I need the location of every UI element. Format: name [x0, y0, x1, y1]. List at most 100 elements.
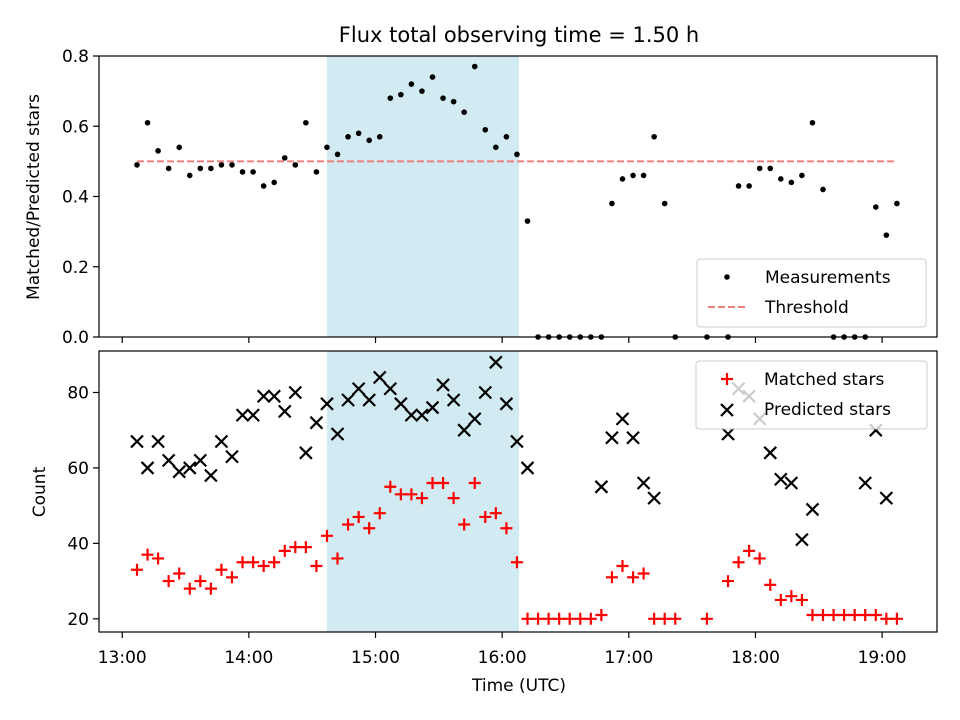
measurement-point: [872, 204, 879, 210]
matched-star-point: [553, 612, 566, 625]
measurement-point: [165, 165, 172, 172]
predicted-star-point: [615, 412, 630, 426]
predicted-star-point: [784, 476, 799, 490]
matched-star-point: [384, 480, 397, 493]
measurement-point: [746, 183, 752, 189]
measurement-point: [408, 81, 415, 87]
y-tick-label: 40: [67, 534, 89, 554]
top-axes-frame: [98, 55, 938, 338]
measurement-point: [176, 144, 183, 151]
predicted-star-point: [172, 464, 186, 479]
chart-title: Flux total observing time = 1.50 h: [339, 23, 699, 47]
predicted-star-point: [594, 480, 609, 494]
measurement-point: [503, 133, 510, 140]
matched-star-point: [141, 548, 154, 561]
matched-star-point: [173, 567, 186, 580]
predicted-star-point: [510, 434, 524, 449]
predicted-star-point: [478, 385, 493, 400]
matched-star-point: [806, 609, 819, 622]
matched-star-point: [268, 556, 281, 569]
predicted-star-point: [182, 461, 197, 475]
top-x-ticks: [121, 337, 883, 343]
predicted-star-point: [721, 427, 735, 441]
predicted-star-point: [309, 415, 324, 430]
y-tick-label: 0.2: [62, 258, 89, 278]
predicted-star-point: [489, 355, 503, 370]
predicted-star-point: [795, 532, 809, 547]
x-tick-label: 13:00: [98, 648, 147, 668]
legend-measurements-marker: [724, 274, 730, 280]
predicted-star-point: [193, 453, 208, 468]
matched-star-point: [795, 593, 808, 606]
measurement-point: [134, 162, 140, 168]
predicted-star-point: [372, 370, 387, 385]
matched-star-point: [415, 492, 428, 505]
measurement-point: [334, 151, 341, 158]
matched-star-point: [468, 477, 481, 490]
predicted-star-point: [467, 412, 482, 426]
y-tick-label: 0.6: [62, 117, 89, 137]
measurement-point: [883, 232, 890, 238]
matched-star-point: [563, 612, 576, 625]
matched-star-point: [152, 552, 165, 565]
matched-star-point: [574, 612, 587, 625]
matched-star-point: [352, 510, 365, 523]
predicted-star-point: [647, 491, 661, 505]
matched-star-point: [785, 590, 798, 603]
measurement-point: [313, 169, 320, 175]
predicted-star-point: [214, 434, 229, 449]
x-tick-label: 19:00: [858, 648, 907, 668]
matched-star-point: [859, 609, 872, 622]
x-tick-label: 15:00: [351, 648, 400, 668]
predicted-star-point: [774, 472, 788, 487]
measurement-point: [788, 179, 795, 186]
predicted-star-point: [288, 385, 303, 400]
measurement-point: [640, 172, 647, 179]
matched-star-point: [732, 556, 745, 569]
x-tick-label: 14:00: [224, 648, 273, 668]
matched-star-point: [880, 612, 893, 625]
top-marks: [134, 63, 900, 340]
measurement-point: [661, 200, 668, 207]
matched-star-point: [194, 575, 207, 588]
matched-star-point: [405, 488, 418, 501]
predicted-star-point: [341, 393, 355, 407]
y-tick-label: 0.0: [62, 328, 89, 348]
predicted-star-point: [267, 389, 281, 404]
matched-star-point: [753, 552, 766, 565]
matched-star-point: [278, 544, 291, 557]
matched-star-point: [700, 612, 713, 625]
measurement-point: [155, 148, 161, 154]
measurement-point: [514, 151, 520, 158]
matched-star-point: [648, 612, 661, 625]
predicted-star-point: [404, 408, 419, 422]
top-legend: Measurements Threshold: [696, 258, 927, 328]
measurement-point: [376, 133, 383, 140]
matched-star-point: [743, 544, 756, 557]
predicted-star-point: [225, 449, 239, 464]
predicted-star-point: [436, 378, 450, 392]
predicted-star-point: [130, 434, 144, 449]
measurement-point: [398, 91, 404, 98]
measurement-point: [144, 119, 151, 126]
matched-star-point: [236, 556, 249, 569]
predicted-star-point: [425, 400, 440, 415]
matched-star-point: [130, 563, 143, 576]
measurement-point: [820, 186, 826, 193]
matched-star-point: [532, 612, 545, 625]
bottom-legend-box: [695, 360, 928, 430]
measurement-point: [735, 183, 742, 189]
measurement-point: [345, 133, 351, 140]
predicted-star-point: [362, 393, 376, 407]
matched-star-point: [627, 571, 640, 584]
predicted-star-point: [320, 397, 334, 411]
measurement-point: [250, 169, 256, 175]
predicted-star-point: [605, 430, 619, 445]
measurement-point: [419, 88, 425, 94]
measurement-point: [450, 98, 457, 105]
matched-star-point: [838, 609, 851, 622]
matched-star-point: [331, 552, 344, 565]
measurement-point: [355, 130, 362, 137]
